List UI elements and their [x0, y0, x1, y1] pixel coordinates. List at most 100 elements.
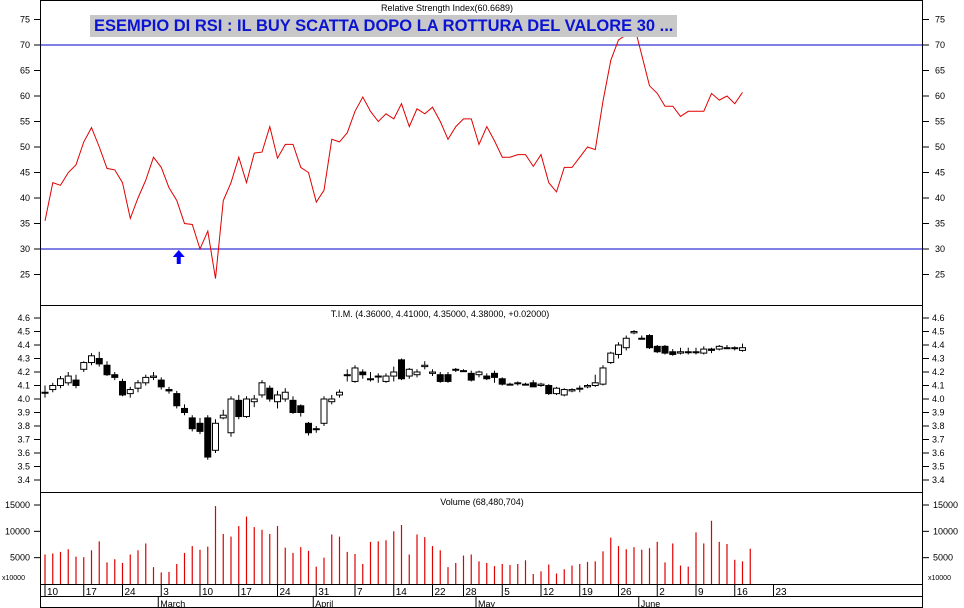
rsi-y-tick-label-left: 70	[20, 40, 30, 50]
candle-body	[514, 382, 522, 385]
candle	[708, 347, 715, 354]
price-y-tick-label-right: 3.7	[932, 435, 945, 445]
candle-body	[413, 371, 421, 376]
rsi-y-tick-label-right: 40	[935, 193, 945, 203]
candle-body	[351, 367, 359, 382]
x-day-label: 22	[435, 587, 447, 598]
candle-body	[661, 345, 669, 354]
candle	[305, 421, 312, 436]
x-day-label: 16	[737, 587, 749, 598]
x-month-label: May	[478, 599, 496, 608]
price-y-tick-label-left: 3.7	[17, 435, 30, 445]
x-day-label: 7	[357, 587, 363, 598]
price-y-tick-label-right: 4.2	[932, 367, 945, 377]
price-y-tick-label-right: 4.0	[932, 394, 945, 404]
candle-body	[212, 422, 219, 451]
candle-body	[336, 391, 343, 396]
price-y-tick-label-right: 4.3	[932, 354, 945, 364]
candle	[227, 396, 235, 437]
rsi-y-tick-label-left: 30	[20, 244, 30, 254]
volume-panel: Volume (68,480,704) 5000 5000 10000 10000 15…	[2, 492, 958, 585]
price-y-tick-label-right: 3.9	[932, 408, 945, 418]
candle-body	[545, 385, 553, 395]
candle-body	[320, 398, 328, 424]
candle-body	[80, 362, 88, 370]
rsi-y-tick-label-left: 25	[20, 270, 30, 280]
price-y-tick-label-left: 3.8	[17, 421, 30, 431]
volume-y-tick-label-right: 15000	[933, 500, 958, 510]
rsi-y-tick-label-left: 75	[20, 15, 30, 25]
candle-body	[258, 382, 266, 396]
x-axis: 10 17 24 3 10 17 24 31 7 14 22 28 5 12 19 26 2 9 16 23 Marc…	[40, 584, 923, 608]
candle-body	[677, 351, 684, 354]
candle	[343, 369, 351, 382]
candle	[615, 342, 622, 359]
candle-body	[591, 382, 599, 386]
candle	[204, 415, 212, 460]
candle-body	[250, 398, 258, 403]
candle-body	[204, 417, 212, 458]
candle-body	[88, 355, 95, 364]
up-arrow-icon	[172, 250, 185, 264]
x-day-label: 2	[659, 587, 665, 598]
candle-body	[483, 375, 491, 380]
candle-body	[111, 374, 119, 378]
candle	[57, 376, 64, 389]
candle-body	[188, 417, 196, 430]
candle	[72, 374, 80, 389]
candle-body	[64, 375, 72, 384]
rsi-y-tick-label-right: 70	[935, 40, 945, 50]
price-y-tick-label-right: 3.6	[932, 448, 945, 458]
candle-body	[653, 345, 661, 353]
candle-body	[715, 345, 723, 350]
x-day-label: 9	[698, 587, 704, 598]
rsi-y-tick-label-left: 40	[20, 193, 30, 203]
rsi-y-tick-label-left: 50	[20, 142, 30, 152]
candle	[250, 394, 258, 408]
volume-multiplier-right: x10000	[928, 575, 951, 582]
candle	[731, 346, 739, 351]
candle-body	[506, 383, 514, 386]
candle	[661, 345, 669, 355]
x-month-label: March	[160, 599, 185, 608]
rsi-y-axis: 25 25 30 30 35 35 40 40 45 45 50 50 55 55 60 60 65 65 70 70…	[20, 15, 945, 280]
annotation-banner: ESEMPIO DI RSI : IL BUY SCATTA DOPO LA R…	[90, 15, 678, 37]
candle-body	[274, 394, 281, 403]
candle-body	[460, 370, 467, 373]
candle	[142, 374, 150, 386]
candle-body	[219, 414, 227, 419]
x-day-label: 26	[621, 587, 633, 598]
candle-body	[41, 391, 49, 394]
candle-body	[522, 383, 529, 386]
candle-body	[390, 371, 398, 377]
candle	[165, 386, 173, 394]
candle	[188, 415, 196, 432]
price-y-tick-label-left: 4.5	[17, 327, 30, 337]
candle-body	[475, 371, 483, 376]
rsi-y-tick-label-right: 30	[935, 244, 945, 254]
candle	[436, 372, 444, 383]
price-y-axis: 3.4 3.4 3.5 3.5 3.6 3.6 3.7 3.7 3.8 3.8 3.9 3.9 4.0 4…	[17, 313, 944, 485]
candle-body	[646, 335, 653, 349]
candle-body	[553, 387, 560, 395]
price-y-tick-label-left: 4.6	[17, 313, 30, 323]
up-arrow-icon	[172, 250, 185, 264]
candle	[281, 388, 289, 402]
candle-body	[297, 405, 305, 413]
candle	[111, 372, 119, 381]
candle	[723, 345, 731, 350]
candle	[483, 373, 491, 381]
candle-body	[49, 385, 57, 391]
x-day-label: 24	[280, 587, 292, 598]
price-panel: T.I.M. (4.36000, 4.41000, 4.35000, 4.380…	[17, 305, 945, 493]
price-y-tick-label-right: 3.5	[932, 462, 945, 472]
candle	[506, 382, 514, 386]
rsi-y-tick-label-left: 35	[20, 219, 30, 229]
price-y-tick-label-right: 3.4	[932, 475, 945, 485]
candle-body	[599, 367, 607, 385]
volume-y-tick-label-right: 10000	[933, 526, 958, 536]
rsi-y-tick-label-left: 65	[20, 66, 30, 76]
candle	[568, 388, 576, 393]
candle-body	[266, 387, 274, 400]
rsi-y-tick-label-left: 55	[20, 117, 30, 127]
